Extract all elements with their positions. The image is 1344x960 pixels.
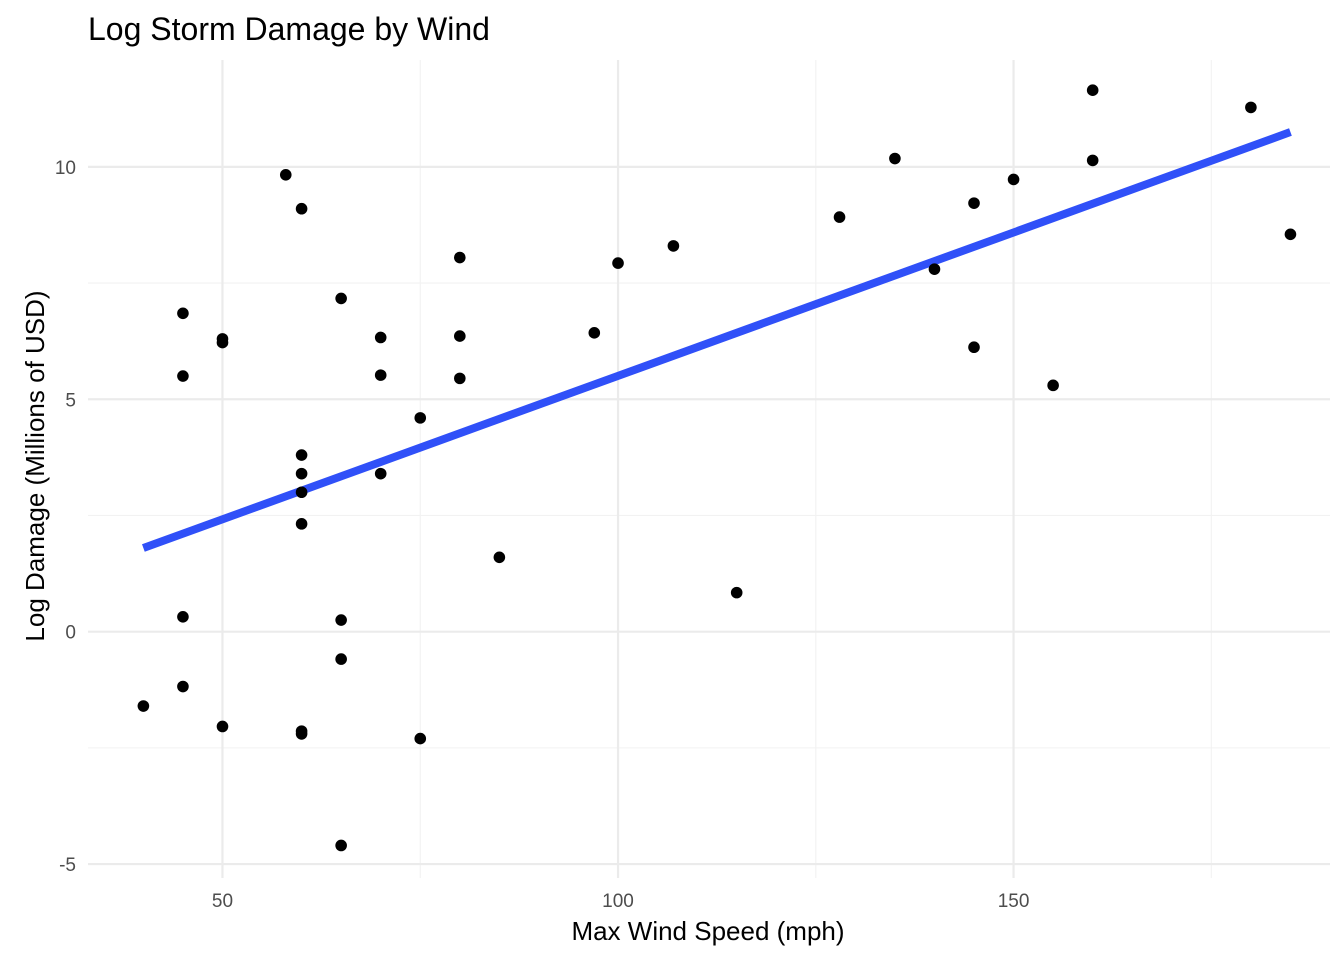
trend-line bbox=[142, 128, 1292, 552]
minor-gridlines bbox=[88, 60, 1330, 878]
data-point-9 bbox=[295, 202, 308, 215]
data-point-23 bbox=[414, 412, 427, 424]
data-point-0 bbox=[137, 700, 150, 712]
data-point-15 bbox=[295, 728, 308, 740]
x-tick-labels: 50 100 150 bbox=[212, 891, 1030, 912]
data-point-18 bbox=[335, 653, 347, 665]
data-point-1 bbox=[177, 307, 189, 320]
data-point-10 bbox=[295, 449, 308, 461]
trend-line-group bbox=[142, 128, 1292, 552]
data-point-8 bbox=[279, 168, 292, 181]
y-tick-label-0: -5 bbox=[59, 855, 76, 876]
data-point-29 bbox=[588, 327, 601, 339]
data-point-11 bbox=[295, 467, 308, 480]
data-point-12 bbox=[295, 486, 308, 499]
data-point-30 bbox=[612, 257, 624, 269]
data-point-4 bbox=[177, 680, 189, 693]
data-point-32 bbox=[730, 586, 743, 599]
data-point-41 bbox=[1086, 154, 1099, 167]
data-point-6 bbox=[216, 336, 229, 349]
x-tick-label-0: 50 bbox=[212, 891, 233, 912]
y-tick-label-2: 5 bbox=[65, 390, 76, 411]
y-tick-labels: -5 0 5 10 bbox=[55, 158, 76, 876]
data-point-40 bbox=[1086, 84, 1099, 97]
data-point-37 bbox=[968, 341, 980, 354]
major-gridlines bbox=[88, 60, 1330, 878]
data-point-24 bbox=[414, 732, 427, 745]
data-point-13 bbox=[295, 518, 308, 530]
data-point-43 bbox=[1284, 228, 1297, 241]
y-axis-title: Log Damage (Millions of USD) bbox=[20, 290, 50, 641]
data-point-25 bbox=[454, 251, 466, 264]
data-point-19 bbox=[335, 839, 347, 852]
x-axis-title: Max Wind Speed (mph) bbox=[571, 916, 844, 946]
data-point-31 bbox=[667, 240, 680, 252]
data-point-16 bbox=[335, 292, 347, 305]
data-point-7 bbox=[216, 720, 229, 733]
data-point-21 bbox=[374, 369, 387, 381]
x-tick-label-1: 100 bbox=[602, 891, 634, 912]
data-point-22 bbox=[374, 467, 387, 480]
data-point-42 bbox=[1245, 101, 1257, 114]
data-point-27 bbox=[454, 372, 466, 385]
data-point-28 bbox=[493, 551, 506, 564]
x-tick-label-2: 150 bbox=[998, 891, 1030, 912]
data-point-26 bbox=[454, 330, 466, 342]
y-tick-label-3: 10 bbox=[55, 158, 76, 179]
data-point-3 bbox=[177, 610, 189, 623]
data-point-39 bbox=[1047, 379, 1059, 392]
data-point-17 bbox=[335, 614, 347, 626]
data-point-20 bbox=[374, 331, 387, 344]
data-point-36 bbox=[968, 197, 980, 209]
data-point-34 bbox=[889, 152, 901, 165]
y-tick-label-1: 0 bbox=[65, 623, 76, 644]
data-point-2 bbox=[177, 370, 189, 382]
data-point-33 bbox=[833, 211, 846, 223]
chart-title: Log Storm Damage by Wind bbox=[88, 11, 490, 47]
data-points bbox=[137, 84, 1297, 852]
data-point-38 bbox=[1007, 173, 1020, 186]
data-point-35 bbox=[928, 263, 941, 275]
